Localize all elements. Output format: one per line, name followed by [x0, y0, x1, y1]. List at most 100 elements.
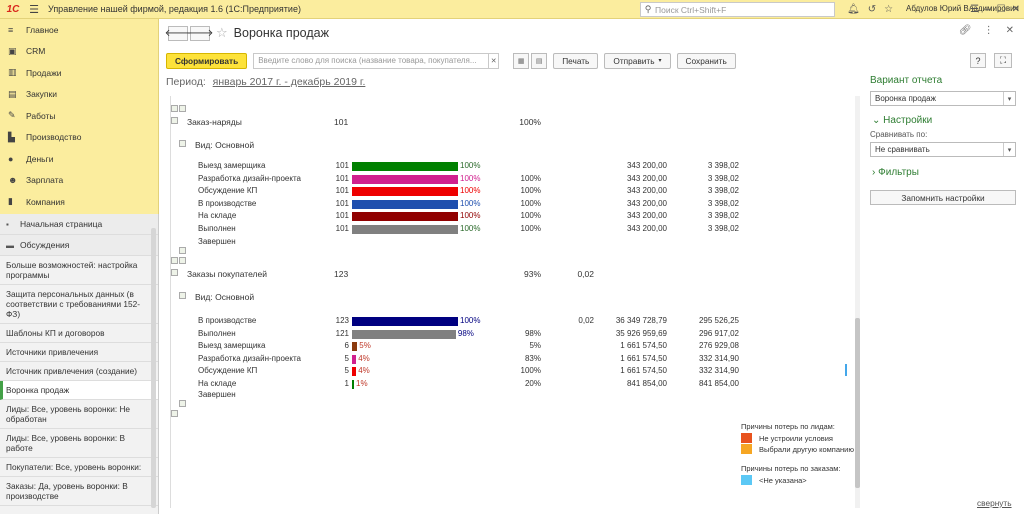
open-page-item[interactable]: Лиды: Все, уровень воронки: В работе [0, 429, 158, 458]
legend-swatch [741, 475, 752, 485]
send-button[interactable]: Отправить ▾ [604, 52, 671, 69]
global-search-input[interactable]: ⚲ Поиск Ctrl+Shift+F [640, 2, 835, 17]
stage-average: 3 398,02 [707, 198, 739, 208]
nav-item[interactable]: ☻ Зарплата [0, 170, 158, 192]
favorite-star-icon[interactable]: ☆ [216, 25, 228, 40]
image-placeholder [171, 410, 178, 417]
open-page-item[interactable]: Покупатели: Все, уровень воронки: [0, 458, 158, 477]
nav-item[interactable]: ≡ Главное [0, 19, 158, 41]
back-button[interactable]: 🡐 [165, 25, 191, 41]
stage-name: В производстве [198, 316, 257, 325]
open-page-item[interactable]: Источники привлечения [0, 343, 158, 362]
close-icon[interactable]: ✕ [1011, 4, 1020, 15]
legend-swatch [741, 433, 752, 443]
stage-bar-percent: 100% [460, 198, 481, 208]
heading-icon[interactable]: ▤ [531, 52, 548, 69]
bell-icon[interactable]: 🔔︎ [847, 4, 860, 15]
settings-menu-icon[interactable]: ☰ [970, 4, 980, 15]
group-extra: 0,02 [577, 269, 594, 279]
stage-count: 123 [335, 316, 349, 325]
minimize-icon[interactable]: – [985, 4, 991, 15]
page-header-icons: 🔗︎ ⋮ ✕ [959, 25, 1014, 36]
stage-average: 841 854,00 [698, 379, 739, 388]
legend-label: <Не указана> [759, 476, 807, 485]
stage-average: 332 314,90 [698, 366, 739, 376]
stage-bar-percent: 98% [457, 328, 474, 338]
stage-bar [352, 187, 458, 197]
stage-conversion: 5% [529, 341, 541, 351]
help-button[interactable]: ? [970, 53, 986, 68]
link-icon[interactable]: 🔗︎ [958, 25, 972, 36]
app-title: Управление нашей фирмой, редакция 1.6 (1… [48, 4, 301, 14]
open-page-item[interactable]: Воронка продаж [0, 381, 158, 400]
window-controls: ☰ – ☐ ✕ [970, 0, 1020, 19]
stage-closed: Завершен [198, 237, 236, 246]
generate-button[interactable]: Сформировать [166, 52, 248, 69]
stage-conversion: 100% [520, 211, 541, 221]
print-button[interactable]: Печать [553, 52, 599, 69]
history-icon[interactable]: ↺ [867, 4, 877, 15]
chevron-down-icon[interactable]: ▾ [1003, 143, 1015, 156]
compare-value: Не сравнивать [875, 145, 930, 154]
settings-section[interactable]: ⌄ Настройки [872, 115, 932, 126]
user-name[interactable]: Абдулов Юрий Владимирович [906, 4, 1019, 13]
open-page-item[interactable]: Шаблоны КП и договоров [0, 324, 158, 343]
nav-item-label: Главное [26, 24, 59, 35]
open-page-item[interactable]: Заказы: Да, уровень воронки: В производс… [0, 477, 158, 506]
report-search-input[interactable]: Введите слово для поиска (название товар… [253, 52, 490, 69]
stage-count: 1 [344, 379, 349, 388]
period-value[interactable]: январь 2017 г. - декабрь 2019 г. [212, 76, 366, 88]
stage-bar [352, 199, 458, 209]
stage-name: Выполнен [198, 328, 236, 338]
expand-icon[interactable]: ⛶ [994, 53, 1012, 68]
nav-item[interactable]: ▥ Продажи [0, 62, 158, 84]
collapse-link[interactable]: свернуть [977, 498, 1012, 508]
nav-item[interactable]: ▮ Компания [0, 191, 158, 213]
nav-item[interactable]: ● Деньги [0, 148, 158, 170]
stage-bar-percent: 4% [358, 366, 370, 376]
clear-search-icon[interactable]: ✕ [489, 52, 500, 69]
save-button[interactable]: Сохранить [676, 52, 736, 69]
discussions-link[interactable]: ▬ Обсуждения [0, 235, 158, 256]
forward-button[interactable]: 🡒 [187, 25, 213, 41]
chevron-down-icon[interactable]: ▾ [1003, 92, 1015, 105]
report-area: Заказ-наряды 101 100% Вид: Основной Выезд за… [170, 96, 860, 508]
open-page-item[interactable]: Больше возможностей: настройка программы [0, 256, 158, 285]
stage-name: В производстве [198, 198, 257, 208]
stage-bar-percent: 100% [460, 211, 481, 221]
open-page-item[interactable]: Источник привлечения (создание) [0, 362, 158, 381]
nav-item[interactable]: ▙ Производство [0, 127, 158, 149]
stage-sum: 343 200,00 [626, 224, 667, 233]
stage-sum: 841 854,00 [626, 379, 667, 388]
remember-settings-button[interactable]: Запомнить настройки [870, 190, 1016, 205]
nav-item[interactable]: ✎ Работы [0, 105, 158, 127]
report-scrollbar[interactable] [855, 96, 860, 508]
maximize-icon[interactable]: ☐ [996, 4, 1006, 15]
app-logo: 1С [6, 3, 20, 15]
stage-sum: 1 661 574,50 [620, 341, 667, 351]
image-placeholder [179, 292, 186, 299]
compare-select[interactable]: Не сравнивать ▾ [870, 142, 1016, 157]
filters-section[interactable]: › Фильтры [872, 167, 919, 178]
stage-average: 3 398,02 [707, 186, 739, 196]
open-pages-panel: ▪ Начальная страница ▬ Обсуждения Больше… [0, 214, 159, 514]
variant-select[interactable]: Воронка продаж ▾ [870, 91, 1016, 106]
main-menu-icon[interactable]: ☰ [29, 3, 39, 16]
stage-name: На складе [198, 379, 237, 388]
open-page-item[interactable]: Защита персональных данных (в соответств… [0, 285, 158, 324]
report-scrollbar-thumb[interactable] [855, 318, 860, 488]
close-page-icon[interactable]: ✕ [1005, 25, 1014, 36]
nav-item[interactable]: ▤ Закупки [0, 84, 158, 106]
wrench-icon: ✎ [8, 110, 16, 121]
home-page-link[interactable]: ▪ Начальная страница [0, 214, 158, 235]
view-label: Вид: Основной [195, 140, 255, 150]
favorites-icon[interactable]: ☆ [884, 4, 894, 15]
more-icon[interactable]: ⋮ [983, 25, 994, 36]
open-page-item[interactable]: Лиды: Все, уровень воронки: Не обработан [0, 400, 158, 429]
group-percent: 93% [523, 269, 541, 279]
settings-panel: Вариант отчета Воронка продаж ▾ ⌄ Настро… [864, 70, 1024, 514]
open-pages-scrollbar[interactable] [151, 228, 156, 508]
sum-icon[interactable]: ▦ [513, 52, 530, 69]
nav-item[interactable]: ▣ CRM [0, 41, 158, 63]
stage-bar [352, 329, 456, 339]
